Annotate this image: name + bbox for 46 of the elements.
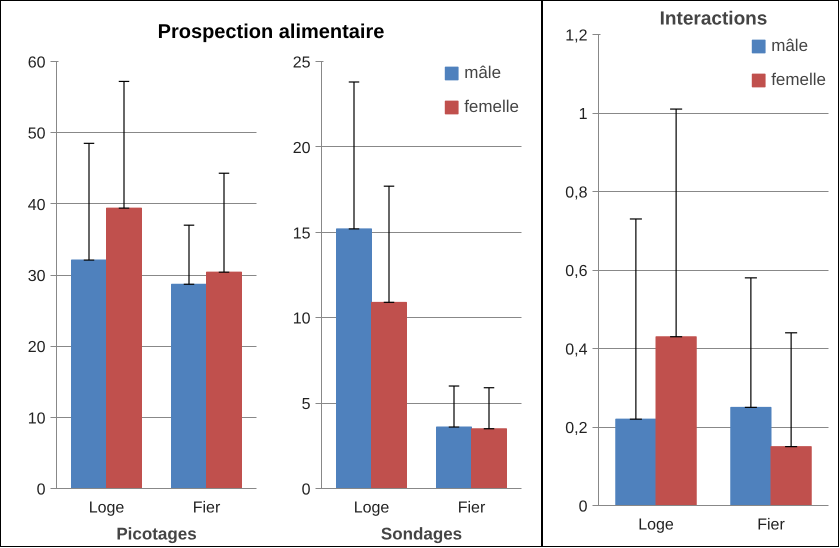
x-tick-label: Fier [192, 500, 221, 516]
x-tick-label: Loge [638, 516, 674, 534]
y-tick-label: 25 [292, 54, 311, 72]
y-tick-label: 40 [28, 196, 46, 214]
y-tick-label: 10 [28, 410, 46, 428]
bar [615, 418, 656, 506]
y-tick-label: 0,6 [565, 263, 588, 280]
x-tick-label: Fier [458, 500, 486, 516]
legend-label: femelle [464, 97, 519, 117]
bar [770, 446, 812, 506]
bar [471, 428, 507, 488]
bar [71, 260, 107, 488]
bar [656, 336, 697, 506]
y-tick-label: 20 [292, 140, 311, 157]
bar [730, 406, 772, 506]
bar [171, 284, 207, 488]
x-axis-title: Sondages [380, 524, 462, 544]
y-tick-label: 10 [292, 310, 311, 328]
y-tick-label: 0 [36, 482, 46, 498]
y-tick-label: 0 [302, 482, 311, 498]
y-tick-label: 1 [578, 106, 588, 123]
y-tick-label: 1,2 [565, 28, 588, 44]
bar [336, 228, 372, 488]
chart-title: Prospection alimentaire [158, 20, 384, 45]
legend-label: mâle [771, 36, 808, 56]
y-tick-label: 5 [302, 396, 311, 414]
x-tick-label: Loge [354, 500, 390, 516]
y-tick-label: 15 [292, 225, 311, 242]
y-tick-label: 60 [28, 54, 46, 72]
y-tick-label: 50 [28, 126, 46, 143]
chart-title: Interactions [660, 8, 768, 30]
y-tick-label: 0,8 [565, 184, 588, 202]
y-tick-label: 0 [578, 498, 588, 516]
x-tick-label: Loge [88, 500, 124, 516]
y-tick-label: 0,2 [565, 420, 588, 437]
x-axis-title: Picotages [116, 524, 197, 544]
y-tick-label: 20 [28, 339, 46, 356]
y-tick-label: 0,4 [565, 342, 588, 358]
bar [436, 426, 472, 488]
bar [206, 272, 242, 488]
legend-label: femelle [771, 70, 826, 90]
legend-label: mâle [464, 63, 502, 83]
y-tick-label: 30 [28, 268, 46, 285]
bar [106, 208, 142, 488]
x-tick-label: Fier [757, 516, 786, 534]
bar [371, 302, 407, 488]
